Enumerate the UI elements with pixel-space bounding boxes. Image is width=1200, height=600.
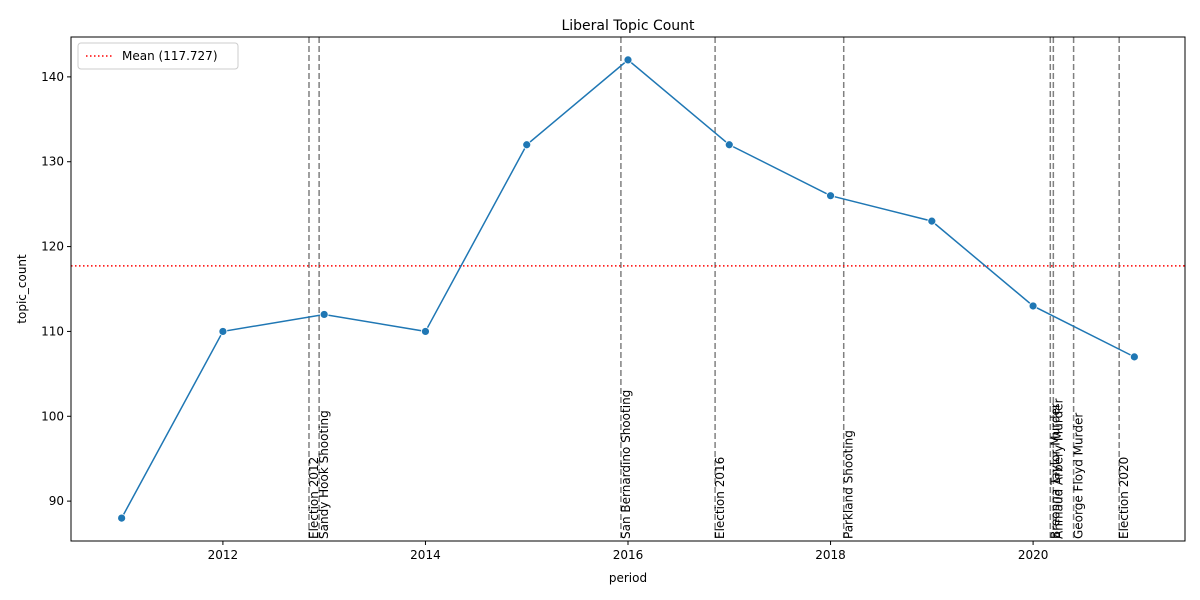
data-point — [826, 191, 835, 201]
y-tick-label: 120 — [41, 240, 64, 254]
data-point — [623, 55, 633, 65]
y-tick-label: 100 — [41, 409, 64, 423]
x-tick-label: 2020 — [1018, 548, 1049, 562]
x-tick-label: 2018 — [815, 548, 846, 562]
event-label: Ahmaud Arbery Murder — [1051, 398, 1065, 539]
data-point — [522, 140, 532, 150]
event-lines — [308, 37, 1120, 541]
event-label: Election 2012 — [307, 457, 321, 539]
event-label: San Bernardino Shooting — [619, 390, 633, 539]
event-label: Sandy Hook Shooting — [317, 410, 331, 539]
x-tick-label: 2016 — [613, 548, 644, 562]
data-point — [927, 216, 937, 226]
data-point — [117, 513, 127, 523]
data-point — [1028, 301, 1038, 311]
data-point — [724, 140, 734, 150]
legend-box — [77, 42, 239, 70]
event-label: Parkland Shooting — [842, 430, 856, 539]
data-point — [218, 327, 228, 336]
event-label: Election 2016 — [713, 457, 727, 539]
event-label: George Floyd Murder — [1072, 413, 1086, 539]
y-axis-label: topic_count — [15, 254, 29, 324]
x-tick-label: 2012 — [208, 548, 239, 562]
data-point — [319, 310, 329, 319]
y-tick-label: 110 — [41, 324, 64, 338]
x-axis-label: period — [609, 571, 647, 585]
data-points — [117, 55, 1139, 523]
x-tick-label: 2014 — [410, 548, 441, 562]
x-axis-ticks: 2012 2014 2016 2018 2020 — [208, 541, 1049, 562]
y-axis-ticks: 90 100 110 120 130 140 — [41, 70, 71, 508]
event-label: Election 2020 — [1117, 457, 1131, 539]
chart-title: Liberal Topic Count — [561, 18, 695, 34]
legend-mean-label: Mean (117.727) — [122, 49, 218, 63]
y-tick-label: 140 — [41, 70, 64, 84]
event-label: Breonna Taylor Murder — [1048, 403, 1062, 539]
y-tick-label: 130 — [41, 155, 64, 169]
legend: Mean (117.727) — [77, 42, 239, 70]
data-point — [421, 327, 430, 336]
y-tick-label: 90 — [49, 494, 64, 508]
data-point — [1129, 352, 1139, 362]
